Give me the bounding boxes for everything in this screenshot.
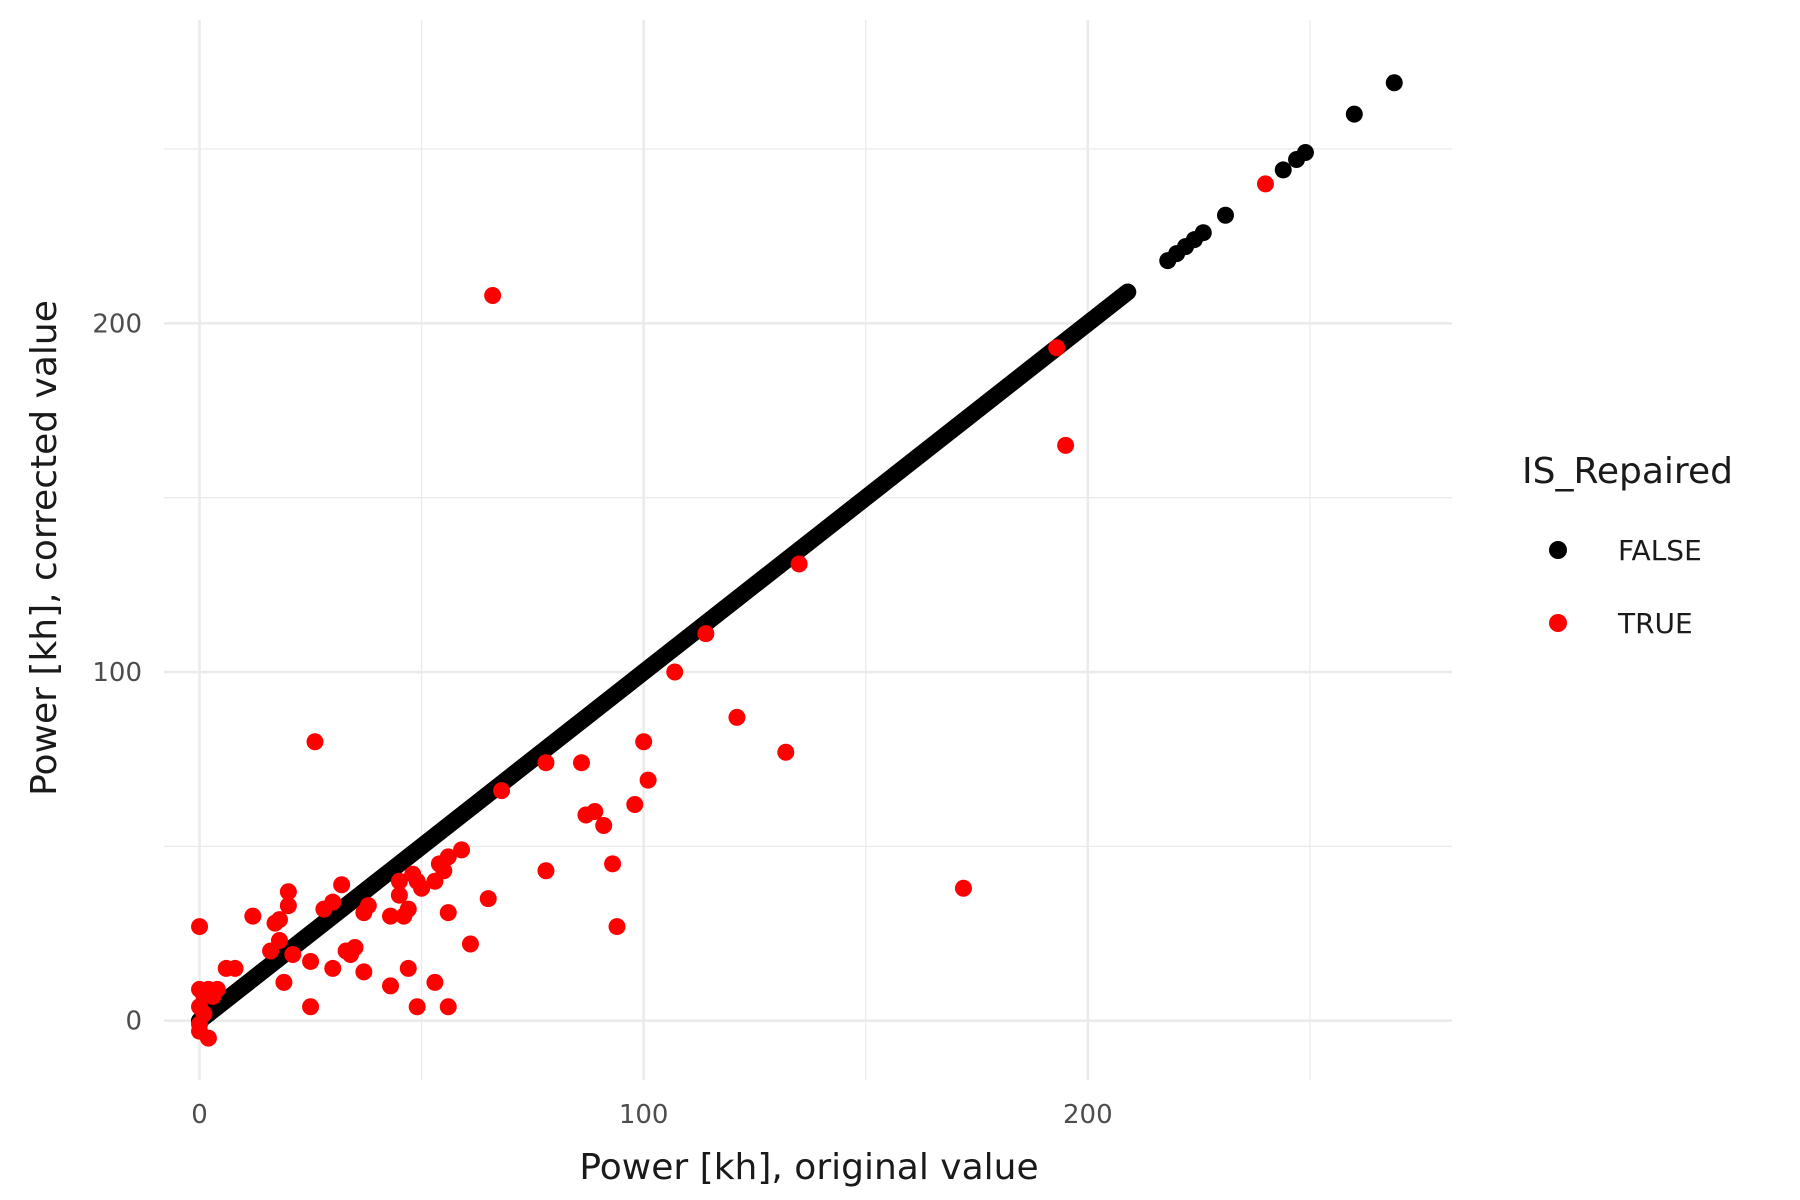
data-point: [479, 890, 497, 908]
data-point: [461, 935, 479, 953]
data-point: [954, 879, 972, 897]
data-point: [262, 942, 280, 960]
data-point: [639, 771, 657, 789]
data-point: [586, 803, 604, 821]
data-point: [666, 663, 684, 681]
y-tick-label: 0: [125, 1007, 142, 1037]
data-point: [199, 1029, 217, 1047]
minor-gridlines: [164, 20, 1452, 1080]
data-point: [608, 918, 626, 936]
x-axis-title: Power [kh], original value: [579, 1147, 1038, 1188]
data-point: [408, 998, 426, 1016]
x-tick-label: 100: [619, 1100, 669, 1130]
data-point: [604, 855, 622, 873]
data-point: [484, 286, 502, 304]
y-tick-label: 200: [92, 309, 142, 339]
legend-key-false: [1549, 541, 1567, 559]
data-point: [382, 977, 400, 995]
data-point: [279, 883, 297, 901]
data-point: [324, 959, 342, 977]
data-point: [626, 796, 644, 814]
data-point: [777, 743, 795, 761]
data-point: [1385, 74, 1403, 92]
data-point: [635, 733, 653, 751]
legend: IS_Repaired FALSE TRUE: [1522, 451, 1733, 640]
data-point: [355, 904, 373, 922]
x-tick-label: 0: [191, 1100, 208, 1130]
data-point: [390, 872, 408, 890]
y-axis-title: Power [kh], corrected value: [24, 300, 65, 796]
data-point: [1296, 144, 1314, 161]
data-point: [537, 862, 555, 880]
data-point: [1216, 206, 1234, 224]
data-point: [390, 886, 408, 904]
x-tick-label: 200: [1063, 1100, 1113, 1130]
data-point: [426, 973, 444, 991]
data-point: [399, 900, 417, 918]
data-point: [1048, 339, 1066, 357]
data-point: [1194, 224, 1212, 242]
data-point: [333, 876, 351, 894]
data-point: [426, 872, 444, 890]
series-false-dense-points: [191, 283, 1137, 1030]
data-point: [1256, 175, 1274, 193]
data-point: [595, 816, 613, 834]
y-tick-label: 100: [92, 658, 142, 688]
data-point: [493, 782, 511, 800]
data-point: [537, 754, 555, 772]
data-point: [279, 897, 297, 915]
data-point: [226, 959, 244, 977]
data-points: [191, 74, 1403, 1047]
data-point: [337, 942, 355, 960]
data-point: [1057, 436, 1075, 454]
data-point: [275, 973, 293, 991]
legend-label-false: FALSE: [1618, 534, 1702, 567]
series-true: [191, 175, 1274, 1047]
y-axis-ticks: 0 100 200: [92, 309, 142, 1036]
data-point: [302, 998, 320, 1016]
data-point: [430, 855, 448, 873]
legend-key-true: [1549, 614, 1567, 632]
legend-title: IS_Repaired: [1522, 451, 1733, 492]
data-point: [728, 708, 746, 726]
data-point: [439, 904, 457, 922]
legend-label-true: TRUE: [1617, 607, 1693, 640]
data-point: [208, 980, 226, 998]
data-point: [408, 872, 426, 890]
data-point: [790, 555, 808, 573]
data-point: [191, 918, 209, 936]
data-point: [1274, 161, 1292, 179]
data-point: [244, 907, 262, 925]
x-axis-ticks: 0 100 200: [191, 1100, 1112, 1130]
major-gridlines: [164, 20, 1452, 1080]
data-point: [697, 625, 715, 643]
data-point: [382, 907, 400, 925]
data-point: [1345, 105, 1363, 123]
data-point: [572, 754, 590, 772]
data-point: [284, 945, 302, 963]
data-point: [302, 952, 320, 970]
data-point: [355, 963, 373, 981]
data-point: [315, 900, 333, 918]
data-point: [266, 914, 284, 932]
data-point: [439, 998, 457, 1016]
data-point: [453, 841, 471, 859]
data-point: [399, 959, 417, 977]
data-point: [306, 733, 324, 751]
